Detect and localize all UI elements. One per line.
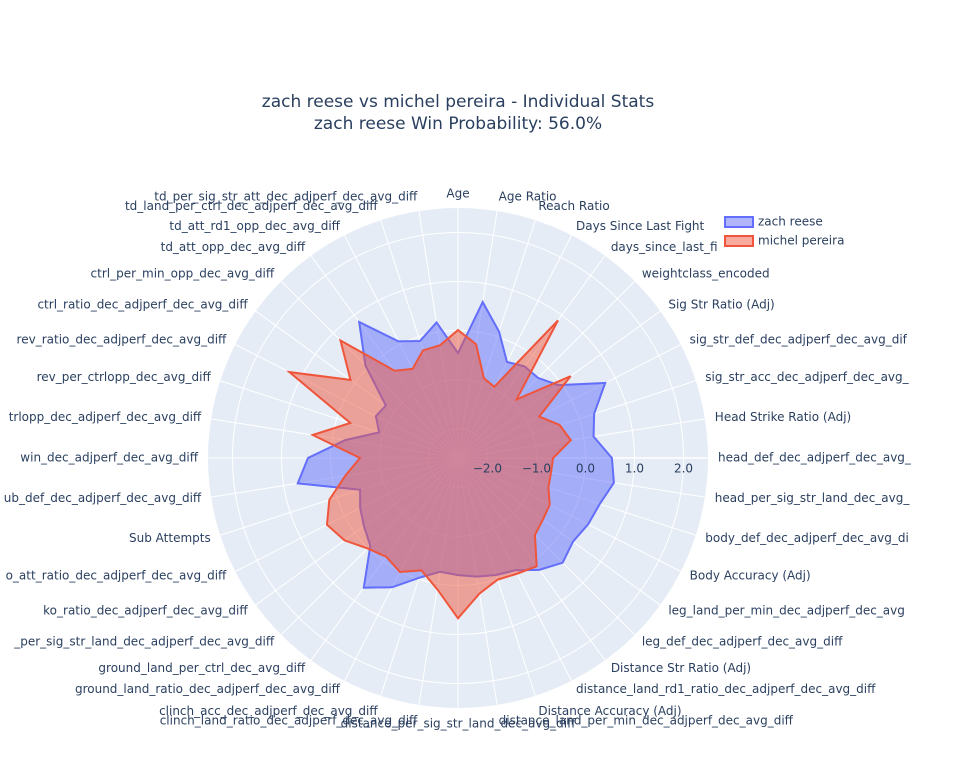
angular-tick-label: weightclass_encoded bbox=[642, 267, 770, 281]
angular-tick-label: distance_land_rd1_ratio_dec_adjperf_dec_… bbox=[576, 682, 876, 696]
angular-tick-label: ground_land_per_ctrl_dec_avg_diff bbox=[98, 661, 305, 675]
angular-tick-label: leg_land_per_min_dec_adjperf_dec_avg bbox=[668, 603, 905, 617]
legend-swatch bbox=[724, 216, 754, 228]
legend-swatch bbox=[724, 235, 754, 247]
angular-tick-label: Age Ratio bbox=[499, 190, 557, 204]
series-area bbox=[286, 319, 573, 620]
angular-tick-label: Body Accuracy (Adj) bbox=[690, 569, 811, 583]
radial-tick-label: −2.0 bbox=[473, 462, 502, 476]
angular-tick-label: Head Strike Ratio (Adj) bbox=[715, 410, 851, 424]
chart-subtitle: zach reese Win Probability: 56.0% bbox=[314, 114, 602, 134]
angular-tick-label: ko_ratio_dec_adjperf_dec_avg_diff bbox=[43, 603, 248, 617]
angular-tick-label: td_att_opp_dec_avg_diff bbox=[161, 240, 306, 254]
angular-tick-label: Distance Accuracy (Adj) bbox=[538, 704, 681, 718]
angular-tick-label: distance_per_sig_str_land_dec_avg_diff bbox=[341, 717, 576, 731]
angular-tick-label: ub_def_dec_adjperf_dec_avg_diff bbox=[4, 491, 202, 505]
angular-tick-label: sig_str_acc_dec_adjperf_dec_avg_ bbox=[705, 370, 909, 384]
angular-tick-label: rev_per_ctrlopp_dec_avg_diff bbox=[37, 370, 212, 384]
radial-tick-label: 2.0 bbox=[674, 462, 693, 476]
angular-tick-label: td_per_sig_str_att_dec_adjperf_dec_avg_d… bbox=[154, 190, 418, 204]
legend-label: zach reese bbox=[758, 215, 823, 229]
angular-tick-label: ctrl_per_min_opp_dec_avg_diff bbox=[91, 267, 275, 281]
angular-tick-label: sig_str_def_dec_adjperf_dec_avg_dif bbox=[690, 332, 908, 346]
chart-title: zach reese vs michel pereira - Individua… bbox=[262, 92, 655, 112]
angular-tick-label: Age bbox=[446, 187, 469, 201]
legend-label: michel pereira bbox=[758, 234, 844, 248]
radial-tick-label: −1.0 bbox=[522, 462, 551, 476]
angular-tick-label: ground_land_ratio_dec_adjperf_dec_avg_di… bbox=[75, 682, 341, 696]
angular-tick-label: distance_land_per_min_dec_adjperf_dec_av… bbox=[499, 713, 794, 727]
angular-tick-label: rev_ratio_dec_adjperf_dec_avg_diff bbox=[17, 332, 228, 346]
angular-tick-label: body_def_dec_adjperf_dec_avg_di bbox=[705, 531, 909, 545]
angular-tick-label: Distance Str Ratio (Adj) bbox=[611, 661, 751, 675]
angular-tick-label: Days Since Last Fight bbox=[576, 219, 705, 233]
angular-tick-label: Reach Ratio bbox=[538, 199, 609, 213]
angular-tick-label: td_att_rd1_opp_dec_avg_diff bbox=[169, 219, 340, 233]
angular-tick-label: clinch_acc_dec_adjperf_dec_avg_diff bbox=[159, 704, 378, 718]
radial-tick-label: 1.0 bbox=[625, 462, 644, 476]
angular-tick-label: o_att_ratio_dec_adjperf_dec_avg_diff bbox=[6, 569, 227, 583]
angular-tick-label: trlopp_dec_adjperf_dec_avg_diff bbox=[9, 410, 202, 424]
angular-tick-label: Sub Attempts bbox=[129, 531, 211, 545]
angular-tick-label: _per_sig_str_land_dec_adjperf_dec_avg_di… bbox=[13, 634, 275, 648]
angular-tick-label: ctrl_ratio_dec_adjperf_dec_avg_diff bbox=[37, 298, 248, 312]
angular-tick-label: win_dec_adjperf_dec_avg_diff bbox=[20, 451, 198, 465]
angular-tick-label: td_land_per_ctrl_dec_adjperf_dec_avg_dif… bbox=[125, 199, 378, 213]
angular-tick-label: clinch_land_ratio_dec_adjperf_dec_avg_di… bbox=[160, 713, 418, 727]
angular-tick-label: head_def_dec_adjperf_dec_avg_ bbox=[718, 451, 912, 465]
angular-tick-label: head_per_sig_str_land_dec_avg_ bbox=[715, 491, 911, 505]
angular-tick-label: days_since_last_fi bbox=[611, 240, 718, 254]
radial-tick-label: 0.0 bbox=[576, 462, 595, 476]
angular-tick-label: Sig Str Ratio (Adj) bbox=[668, 298, 774, 312]
angular-tick-label: leg_def_dec_adjperf_dec_avg_diff bbox=[642, 634, 843, 648]
